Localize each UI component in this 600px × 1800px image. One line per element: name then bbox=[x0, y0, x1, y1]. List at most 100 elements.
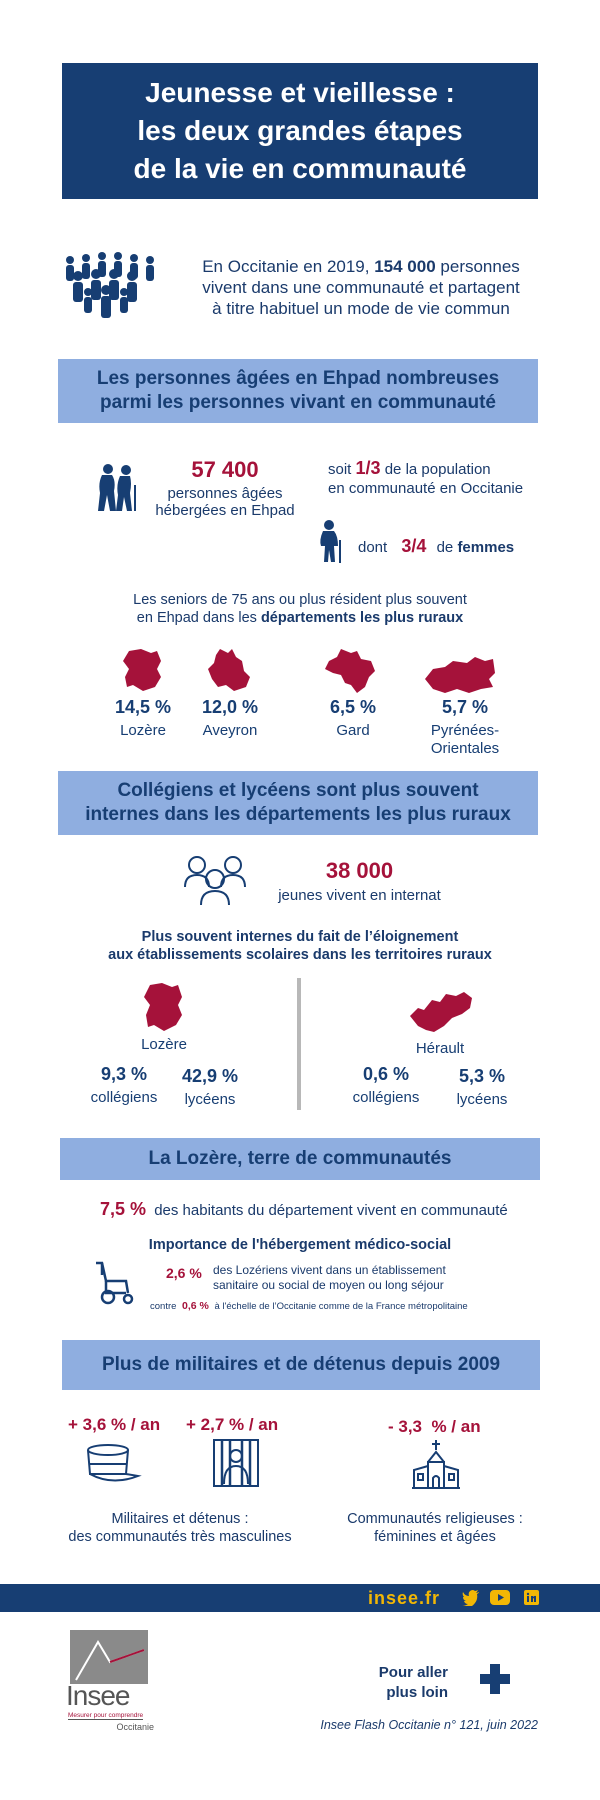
herault-college-label: collégiens bbox=[352, 1089, 420, 1106]
women-prefix: dont bbox=[358, 539, 388, 556]
internat-stat: 38 000 jeunes vivent en internat bbox=[272, 858, 447, 904]
section-internat-heading-2: internes dans les départements les plus … bbox=[85, 804, 511, 825]
insee-logo: Insee Mesurer pour comprendre Occitanie bbox=[64, 1630, 154, 1732]
dept-po-name-1: Pyrénées- bbox=[430, 722, 500, 739]
military-label: Militaires et détenus : des communautés … bbox=[60, 1510, 300, 1546]
lozere-map-icon-2 bbox=[142, 981, 186, 1033]
herault-lycee-label: lycéens bbox=[456, 1091, 508, 1108]
insee-site-link[interactable]: insee.fr bbox=[368, 1588, 441, 1608]
internat-lozere-name: Lozère bbox=[141, 1036, 187, 1053]
twitter-icon[interactable] bbox=[462, 1590, 480, 1606]
medico-text: des Lozériens vivent dans un établisseme… bbox=[213, 1263, 473, 1293]
dept-lozere: 14,5 % Lozère bbox=[100, 697, 186, 739]
religious-rate: - 3,3 % / an bbox=[388, 1417, 481, 1436]
ehpad-label-2: hébergées en Ehpad bbox=[155, 502, 295, 519]
dept-lozere-name: Lozère bbox=[120, 722, 166, 739]
seniors-text: Les seniors de 75 ans ou plus résident p… bbox=[60, 591, 540, 627]
dept-gard-pct: 6,5 % bbox=[329, 697, 377, 717]
ehpad-share: soit 1/3 de la population en communauté … bbox=[328, 459, 548, 498]
dept-po-name-2: Orientales bbox=[430, 740, 500, 757]
section-ehpad-heading-2: parmi les personnes vivant en communauté bbox=[100, 392, 496, 413]
prison-icon bbox=[212, 1438, 260, 1488]
section-internat-heading: Collégiens et lycéens sont plus souvent … bbox=[58, 771, 538, 835]
intro-text-1: En Occitanie en 2019, bbox=[202, 257, 370, 276]
internat-count: 38 000 bbox=[325, 858, 394, 883]
medico-text-1: des Lozériens vivent dans un établisseme… bbox=[213, 1263, 446, 1277]
intro-text-2: personnes bbox=[440, 257, 520, 276]
religious-label: Communautés religieuses : féminines et â… bbox=[330, 1510, 540, 1546]
aveyron-map-icon bbox=[206, 647, 252, 693]
women-value: 3/4 bbox=[401, 536, 427, 556]
lozere-college: 9,3 % collégiens bbox=[82, 1064, 166, 1106]
lozere-lycee: 42,9 % lycéens bbox=[168, 1066, 252, 1108]
divider bbox=[297, 978, 301, 1110]
lozere-college-label: collégiens bbox=[90, 1089, 158, 1106]
medico-pct: 2,6 % bbox=[166, 1265, 202, 1281]
dept-pyrenees-orientales: 5,7 % Pyrénées- Orientales bbox=[415, 697, 515, 758]
contre-label: contre bbox=[150, 1301, 177, 1312]
dept-aveyron: 12,0 % Aveyron bbox=[187, 697, 273, 739]
herault-lycee: 5,3 % lycéens bbox=[440, 1066, 524, 1108]
more-info-2: plus loin bbox=[386, 1684, 448, 1701]
wheelchair-icon bbox=[92, 1259, 136, 1305]
church-icon bbox=[410, 1438, 462, 1490]
insee-logo-tagline: Mesurer pour comprendre bbox=[68, 1712, 144, 1720]
herault-college-pct: 0,6 % bbox=[362, 1064, 410, 1084]
section-militaires-heading-text: Plus de militaires et de détenus depuis … bbox=[101, 1354, 501, 1375]
section-ehpad-heading: Les personnes âgées en Ehpad nombreuses … bbox=[58, 359, 538, 423]
women-share: dont 3/4 de femmes bbox=[358, 536, 514, 557]
source-reference: Insee Flash Occitanie n° 121, juin 2022 bbox=[320, 1718, 538, 1732]
seniors-line-2-bold: départements les plus ruraux bbox=[260, 610, 464, 626]
internat-subtitle: Plus souvent internes du fait de l’éloig… bbox=[60, 928, 540, 964]
intro-highlight: 154 000 bbox=[374, 257, 436, 276]
herault-map-icon bbox=[408, 990, 476, 1034]
ehpad-stat: 57 400 personnes âgées hébergées en Ehpa… bbox=[150, 457, 300, 519]
section-militaires-heading: Plus de militaires et de détenus depuis … bbox=[62, 1340, 540, 1390]
insee-logo-text: Insee bbox=[66, 1680, 130, 1711]
lozere-map-icon bbox=[121, 647, 165, 693]
contre-pct: 0,6 % bbox=[182, 1300, 209, 1312]
medico-text-2: sanitaire ou social de moyen ou long séj… bbox=[213, 1278, 444, 1292]
women-text-pre: de bbox=[436, 539, 454, 556]
intro-text: En Occitanie en 2019, 154 000 personnes … bbox=[176, 256, 546, 319]
linkedin-icon[interactable] bbox=[524, 1590, 539, 1605]
section-lozere-heading: La Lozère, terre de communautés bbox=[60, 1138, 540, 1180]
internat-label: jeunes vivent en internat bbox=[278, 887, 441, 904]
section-lozere-heading-text: La Lozère, terre de communautés bbox=[148, 1148, 452, 1169]
internat-subtitle-2: aux établissements scolaires dans les te… bbox=[108, 947, 492, 963]
herault-lycee-pct: 5,3 % bbox=[458, 1066, 506, 1086]
plus-icon[interactable] bbox=[480, 1664, 510, 1694]
lozere-community-text: des habitants du département vivent en c… bbox=[154, 1202, 508, 1219]
military-label-2: des communautés très masculines bbox=[68, 1529, 292, 1545]
elderly-woman-icon bbox=[318, 520, 344, 564]
lozere-lycee-label: lycéens bbox=[184, 1091, 236, 1108]
share-text-2: en communauté en Occitanie bbox=[328, 480, 524, 497]
intro-line-3: à titre habituel un mode de vie commun bbox=[212, 299, 510, 318]
title-line-3: de la vie en communauté bbox=[133, 153, 467, 184]
pyrenees-orientales-map-icon bbox=[423, 655, 497, 695]
seniors-line-2-pre: en Ehpad dans les bbox=[136, 610, 257, 626]
section-internat-heading-1: Collégiens et lycéens sont plus souvent bbox=[117, 780, 479, 801]
internat-herault-name: Hérault bbox=[415, 1040, 465, 1057]
ehpad-label-1: personnes âgées bbox=[167, 485, 283, 502]
dept-aveyron-name: Aveyron bbox=[202, 722, 258, 739]
more-info[interactable]: Pour aller plus loin bbox=[368, 1663, 448, 1703]
lozere-community-pct: 7,5 % bbox=[100, 1199, 147, 1219]
lozere-college-pct: 9,3 % bbox=[100, 1064, 148, 1084]
contre-text: à l'échelle de l’Occitanie comme de la F… bbox=[214, 1301, 468, 1312]
share-value: 1/3 bbox=[355, 458, 381, 478]
prison-rate: + 2,7 % / an bbox=[186, 1415, 279, 1434]
herault-college: 0,6 % collégiens bbox=[344, 1064, 428, 1106]
title-line-2: les deux grandes étapes bbox=[137, 115, 463, 146]
religious-label-1: Communautés religieuses : bbox=[347, 1511, 523, 1527]
youtube-icon[interactable] bbox=[490, 1590, 510, 1605]
ehpad-count: 57 400 bbox=[191, 457, 259, 482]
dept-lozere-pct: 14,5 % bbox=[114, 697, 172, 717]
crowd-icon bbox=[60, 250, 164, 320]
lozere-lycee-pct: 42,9 % bbox=[181, 1066, 239, 1086]
internat-subtitle-1: Plus souvent internes du fait de l’éloig… bbox=[141, 929, 459, 945]
section-ehpad-heading-1: Les personnes âgées en Ehpad nombreuses bbox=[96, 368, 500, 389]
military-rate: + 3,6 % / an bbox=[68, 1415, 161, 1434]
dept-aveyron-pct: 12,0 % bbox=[201, 697, 259, 717]
women-text: femmes bbox=[457, 539, 515, 556]
